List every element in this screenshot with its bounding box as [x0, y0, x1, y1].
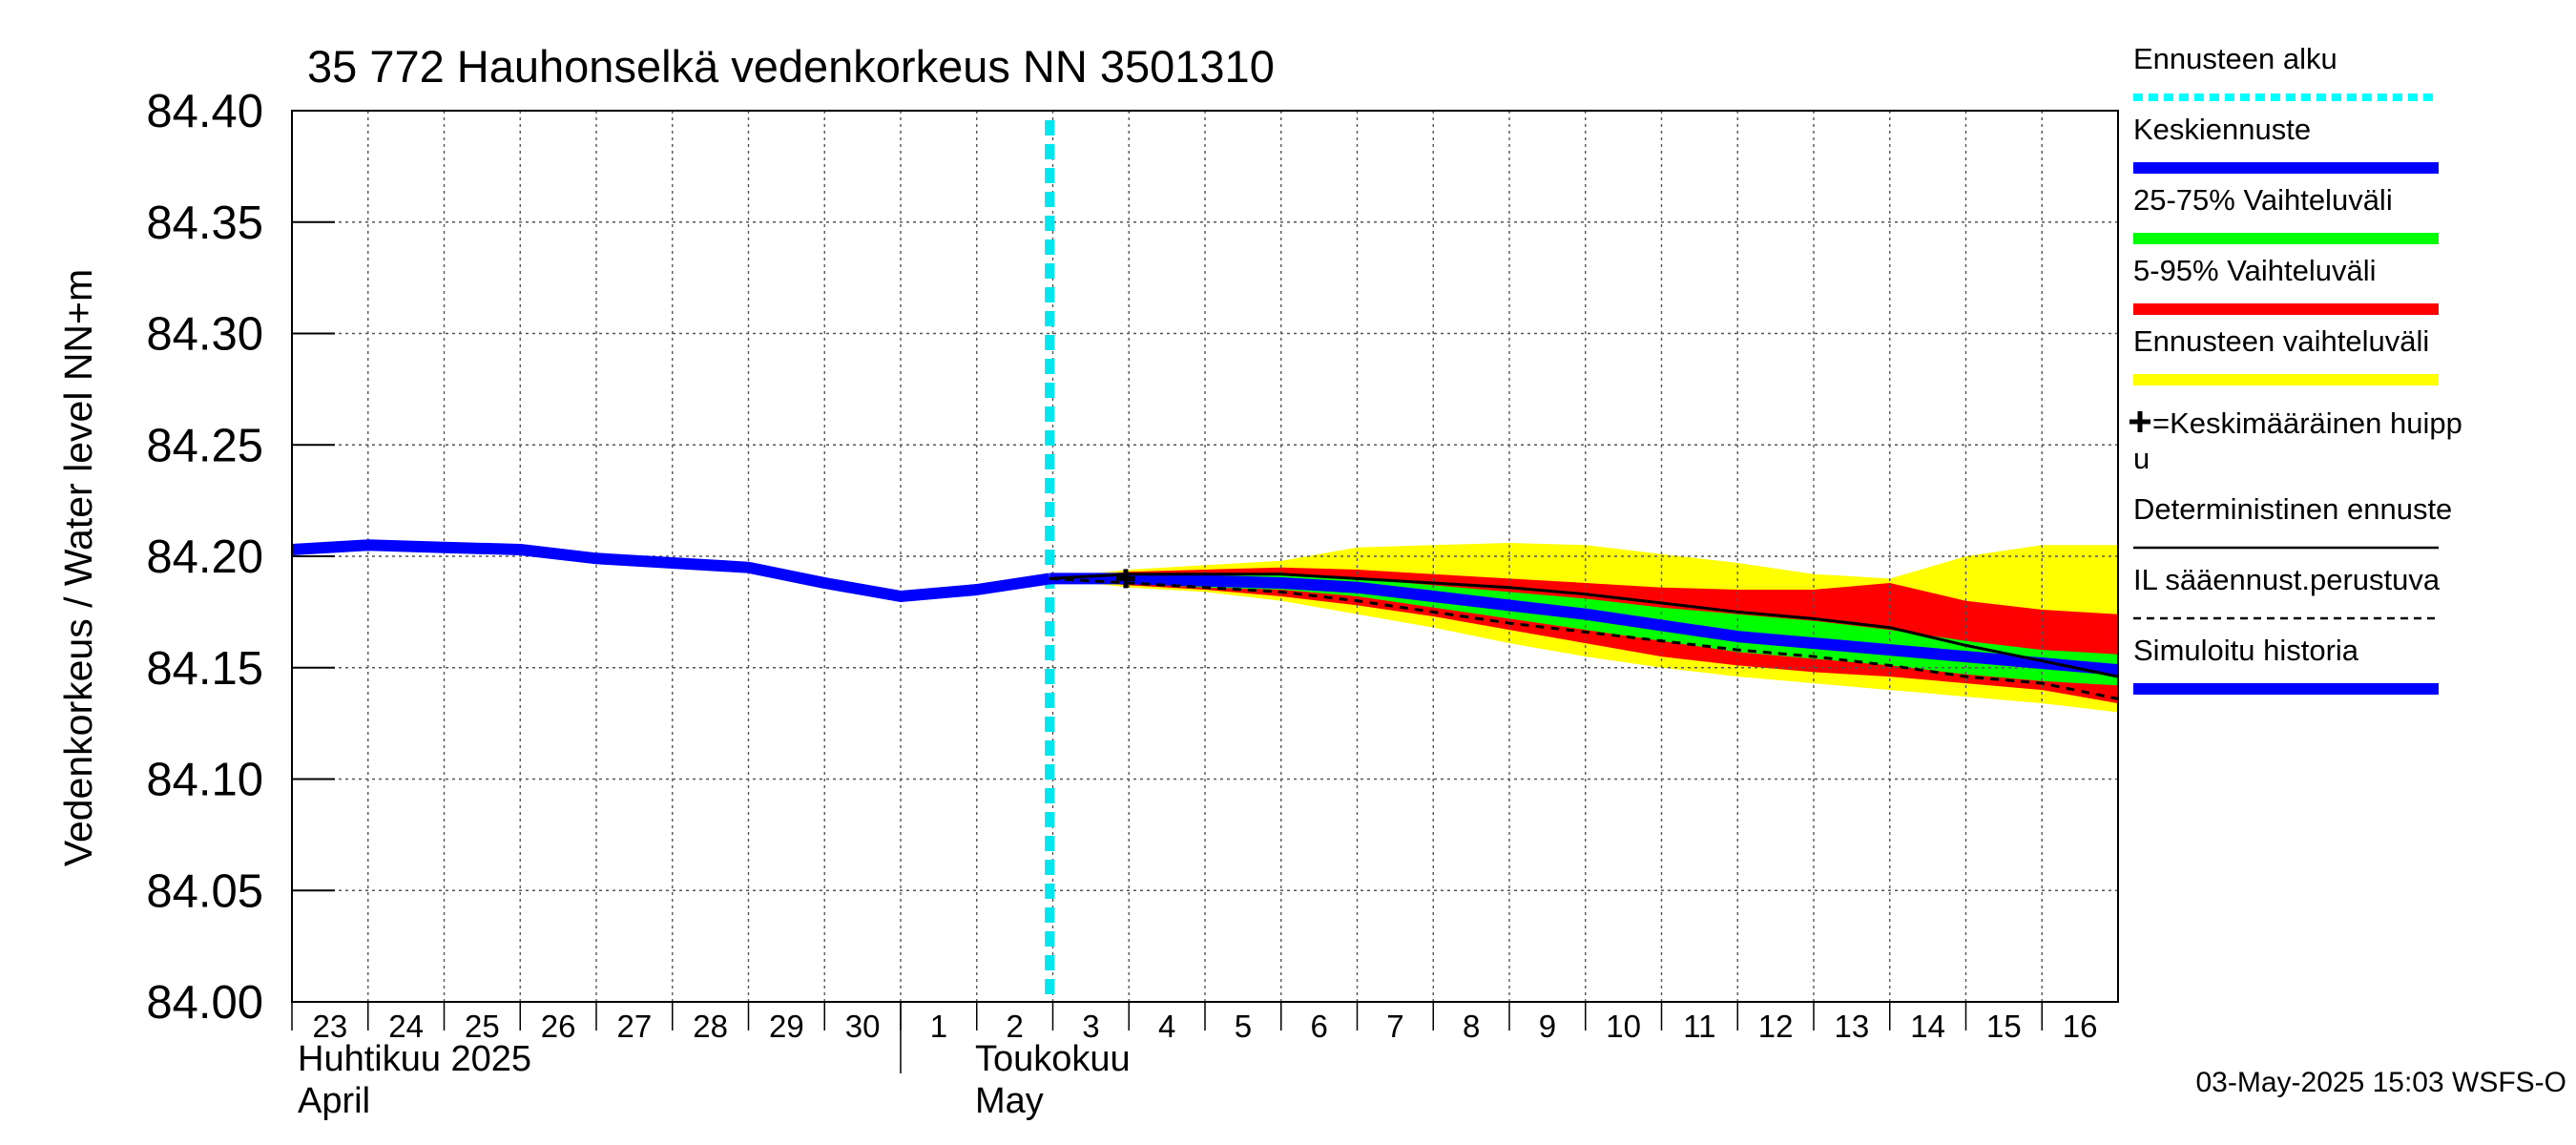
series-lines	[291, 120, 2119, 1002]
series-line-keskiennuste	[1049, 572, 2119, 677]
x-day-label: 12	[1758, 1009, 1794, 1044]
legend-label: 5-95% Vaihteluväli	[2133, 254, 2376, 287]
y-tick-label: 84.10	[146, 755, 263, 806]
x-day-label: 8	[1463, 1009, 1480, 1044]
month-label-secondary: May	[975, 1081, 1044, 1121]
x-day-label: 2	[1006, 1009, 1023, 1044]
legend-label: =Keskimääräinen huipp	[2152, 406, 2462, 440]
x-day-label: 27	[617, 1009, 653, 1044]
x-day-label: 29	[769, 1009, 804, 1044]
legend-label: 25-75% Vaihteluväli	[2133, 183, 2393, 217]
y-tick-label: 84.30	[146, 309, 263, 361]
x-day-label: 9	[1539, 1009, 1556, 1044]
x-day-label: 13	[1835, 1009, 1870, 1044]
x-day-label: 1	[930, 1009, 947, 1044]
band-25-75-vaihteluv-li	[1049, 573, 2118, 686]
y-tick-label: 84.20	[146, 531, 263, 583]
y-tick-label: 84.40	[146, 86, 263, 137]
x-day-label: 7	[1386, 1009, 1403, 1044]
x-day-label: 6	[1310, 1009, 1327, 1044]
legend-marker-icon	[2129, 411, 2150, 432]
x-day-label: 24	[388, 1009, 424, 1044]
y-tick-label: 84.35	[146, 198, 263, 249]
x-day-label: 14	[1910, 1009, 1945, 1044]
footer-timestamp: 03-May-2025 15:03 WSFS-O	[2196, 1067, 2567, 1098]
x-day-label: 25	[465, 1009, 500, 1044]
x-day-label: 5	[1235, 1009, 1252, 1044]
x-day-label: 26	[541, 1009, 576, 1044]
y-tick-label: 84.15	[146, 643, 263, 695]
mean-peak-marker	[1115, 569, 1135, 589]
band-5-95-vaihteluv-li	[1049, 567, 2118, 704]
legend-label: u	[2133, 442, 2150, 475]
chart-title: 35 772 Hauhonselkä vedenkorkeus NN 35013…	[307, 41, 1275, 92]
x-day-label: 28	[693, 1009, 728, 1044]
series-line-deterministinen-ennuste	[1049, 572, 2119, 678]
legend-label: Deterministinen ennuste	[2133, 492, 2452, 526]
x-day-label: 16	[2063, 1009, 2098, 1044]
x-day-label: 15	[1986, 1009, 2022, 1044]
x-day-label: 11	[1683, 1009, 1715, 1044]
x-day-label: 23	[313, 1009, 348, 1044]
y-tick-label: 84.05	[146, 865, 263, 917]
x-day-label: 30	[845, 1009, 881, 1044]
series-line-il-s-ennust-perustuva	[1049, 576, 2119, 700]
legend-label: IL sääennust.perustuva	[2133, 563, 2441, 596]
x-day-label: 10	[1606, 1009, 1641, 1044]
month-label-primary: Huhtikuu 2025	[298, 1039, 531, 1079]
series-line-simuloitu-historia	[291, 539, 1051, 602]
x-day-label: 4	[1158, 1009, 1175, 1044]
x-day-label: 3	[1082, 1009, 1099, 1044]
legend-label: Simuloitu historia	[2133, 634, 2359, 667]
legend-label: Ennusteen vaihteluväli	[2133, 324, 2429, 358]
y-tick-label: 84.00	[146, 977, 263, 1029]
month-label-primary: Toukokuu	[975, 1039, 1131, 1079]
legend-label: Keskiennuste	[2133, 113, 2311, 146]
axes: 84.00 84.05 84.10 84.15 84.20 84.25 84.30 84.35…	[146, 86, 2119, 1121]
grid	[292, 110, 2118, 1003]
legend: Ennusteen alku Keskiennuste 25-75% Vaihtel…	[2129, 42, 2462, 695]
month-label-secondary: April	[298, 1081, 370, 1121]
legend-label: Ennusteen alku	[2133, 42, 2337, 75]
y-axis-label: Vedenkorkeus / Water level NN+m	[56, 269, 100, 866]
y-tick-label: 84.25	[146, 420, 263, 471]
